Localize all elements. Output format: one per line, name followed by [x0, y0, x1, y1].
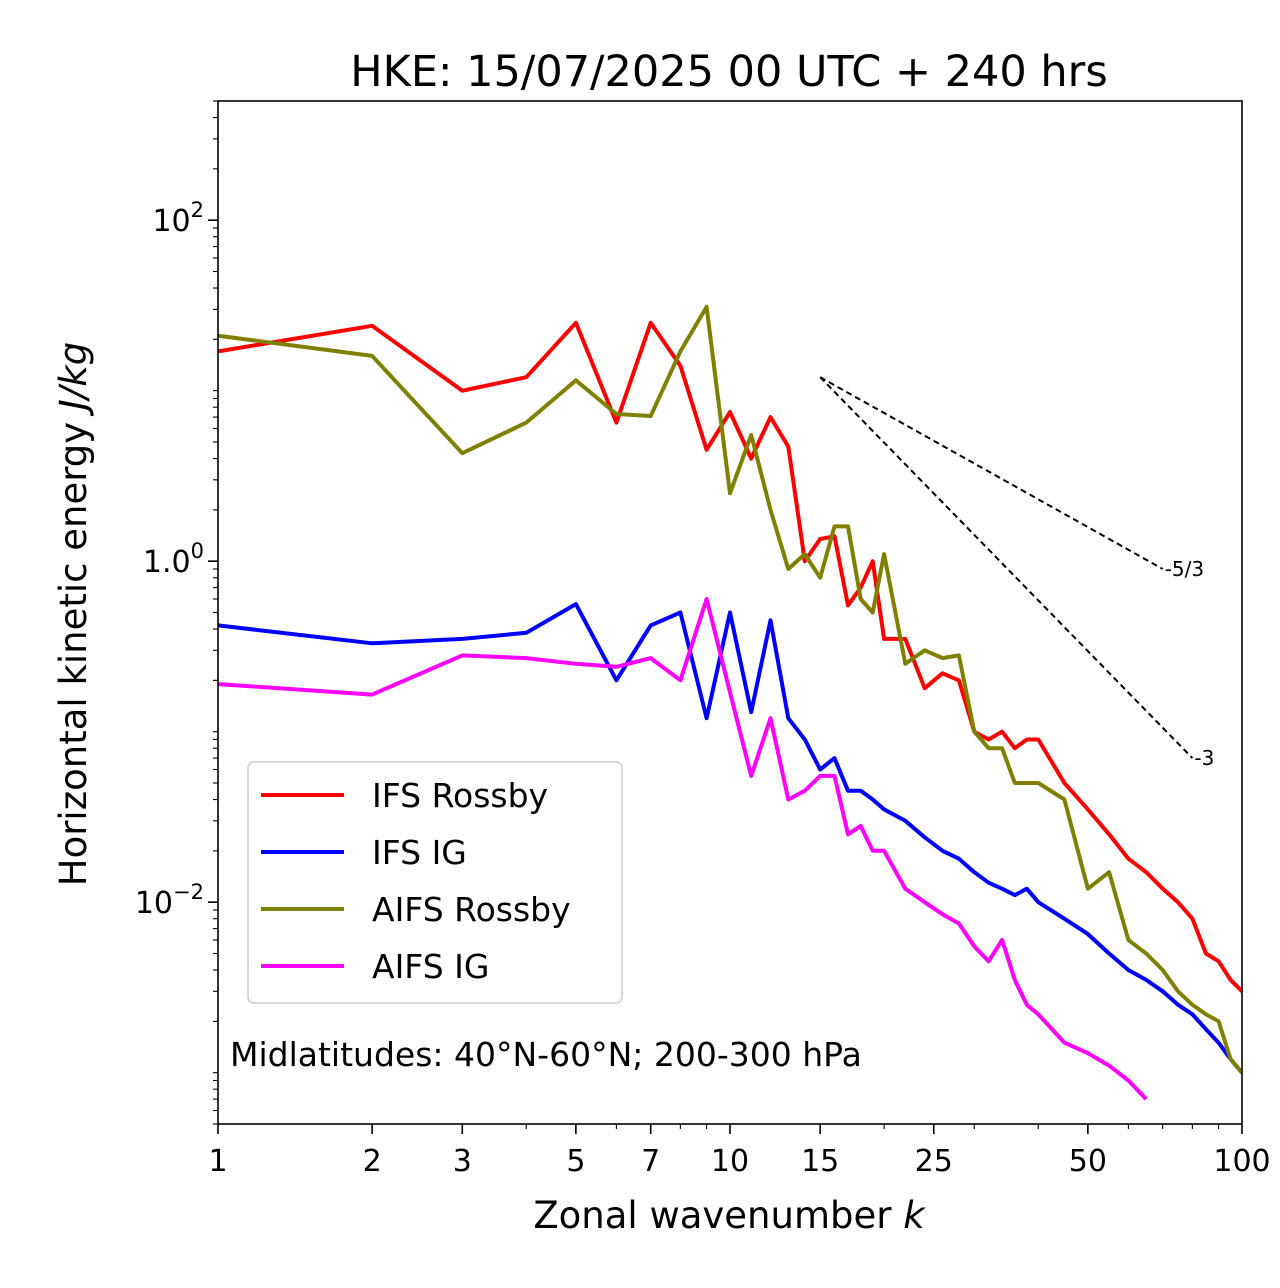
region-annotation: Midlatitudes: 40°N-60°N; 200-300 hPa [230, 1035, 862, 1074]
y-axis: 102 1.00 10−2 [135, 100, 218, 1125]
y-tick-label: 10−2 [135, 880, 204, 921]
x-tick-label: 10 [711, 1144, 749, 1179]
y-axis-label: Horizontal kinetic energy J/kg [52, 342, 95, 886]
x-tick-label: 7 [641, 1144, 660, 1179]
x-axis-label-variable: k [903, 1194, 926, 1237]
x-tick-label: 100 [1213, 1144, 1270, 1179]
series-line-aifs-ig [218, 597, 1148, 1101]
x-axis-label: Zonal wavenumber k [533, 1194, 926, 1237]
y-axis-label-text: Horizontal kinetic energy [52, 422, 95, 886]
chart-title: HKE: 15/07/2025 00 UTC + 240 hrs [350, 47, 1107, 97]
x-tick-label: 15 [801, 1144, 839, 1179]
x-tick-label: 3 [453, 1144, 472, 1179]
reference-slope-line [819, 376, 1164, 570]
legend-label: IFS IG [372, 833, 467, 872]
series-line-aifs-rossby [218, 304, 1242, 1074]
x-axis: 1 2 3 5 7 10 15 25 50 100 [208, 1124, 1271, 1179]
y-axis-label-units: J/kg [52, 342, 95, 417]
legend-box [247, 761, 623, 1004]
legend: IFS Rossby IFS IG AIFS Rossby AIFS IG [247, 761, 623, 1004]
legend-label: IFS Rossby [372, 776, 548, 815]
y-tick-label: 1.00 [143, 539, 204, 580]
legend-items: IFS Rossby IFS IG AIFS Rossby AIFS IG [261, 776, 571, 986]
reference-slope-line [819, 376, 1194, 759]
x-axis-label-text: Zonal wavenumber [533, 1194, 892, 1237]
series-line-ifs-ig [218, 602, 1242, 1074]
x-tick-label: 50 [1069, 1144, 1107, 1179]
legend-label: AIFS IG [372, 947, 489, 986]
x-tick-label: 25 [915, 1144, 953, 1179]
x-tick-label: 2 [363, 1144, 382, 1179]
legend-label: AIFS Rossby [372, 890, 571, 929]
reference-label-minus-three: -3 [1194, 746, 1214, 770]
reference-lines [819, 376, 1194, 759]
reference-label-minus-five-thirds: -5/3 [1165, 557, 1204, 581]
series-layer [218, 304, 1242, 1101]
y-tick-label: 102 [152, 198, 204, 239]
x-tick-label: 5 [566, 1144, 585, 1179]
x-tick-label: 1 [208, 1144, 227, 1179]
plot-area [217, 100, 1243, 1125]
